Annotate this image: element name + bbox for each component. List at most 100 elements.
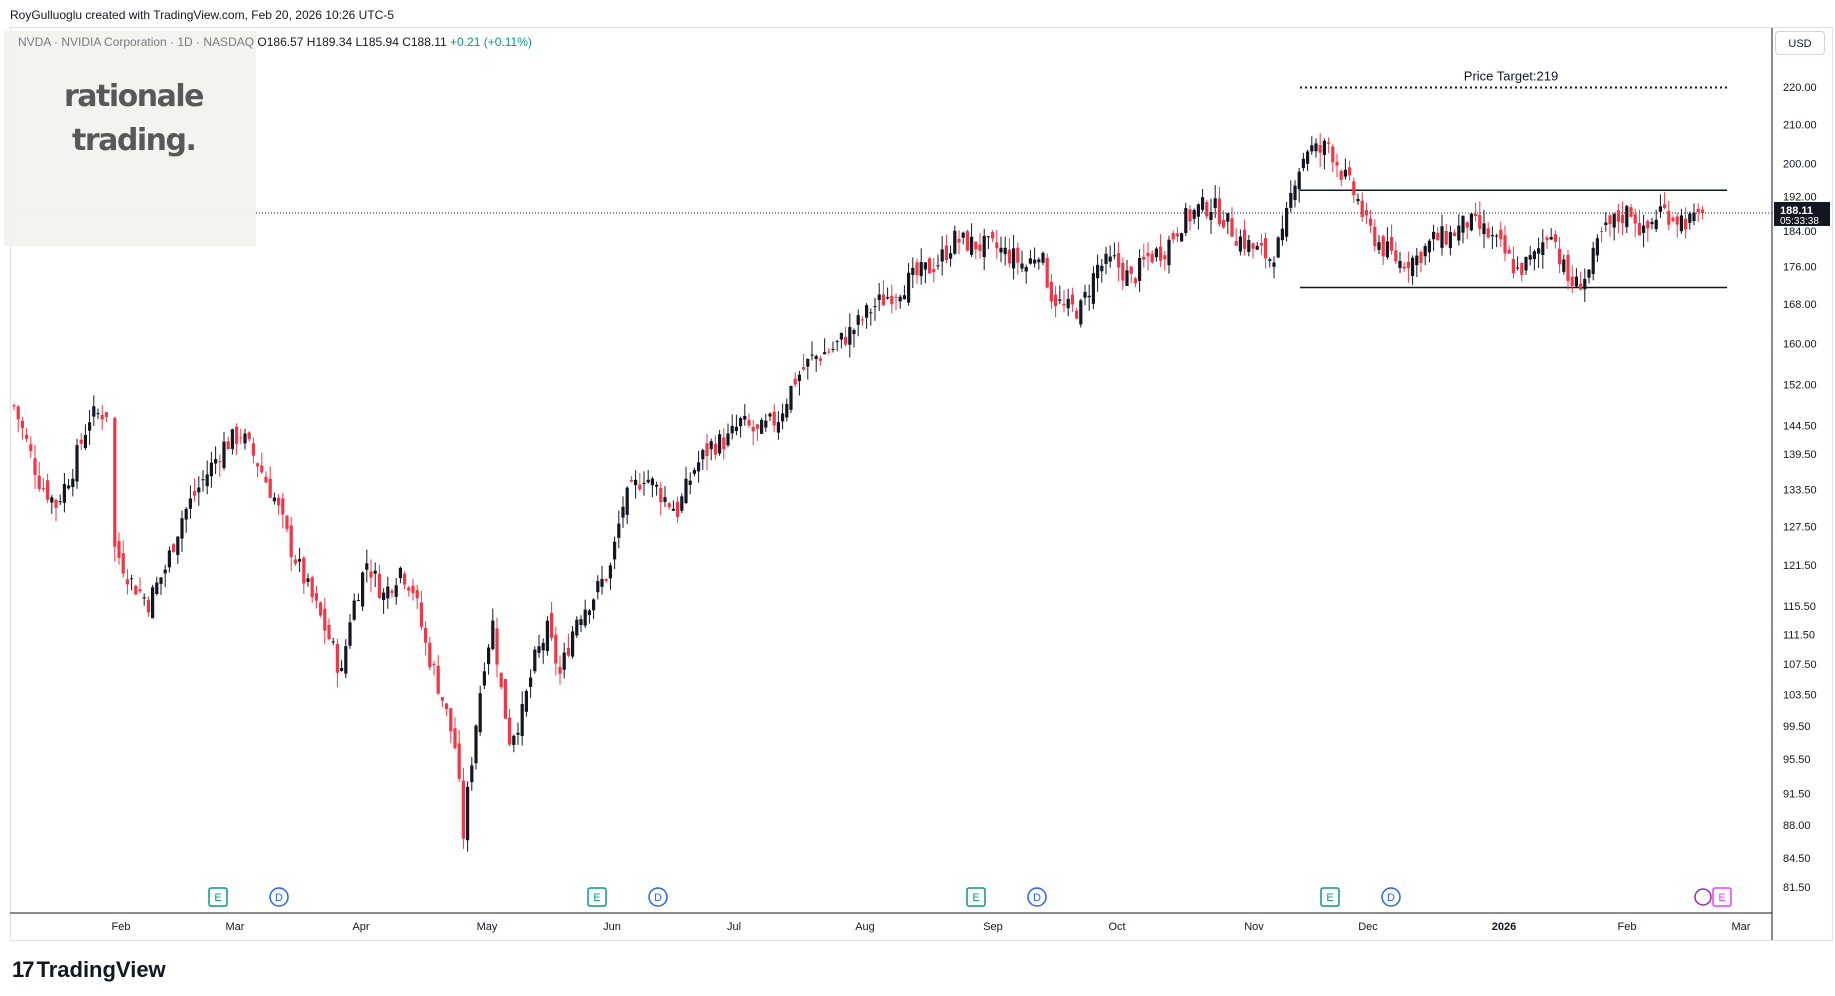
candle — [1600, 226, 1604, 243]
candle-body — [554, 634, 558, 664]
candle-body — [1612, 214, 1616, 228]
candle — [373, 562, 377, 588]
candle — [583, 599, 587, 629]
candle — [516, 722, 520, 745]
dividend-badge — [269, 887, 289, 907]
candle — [831, 341, 835, 353]
candle-body — [281, 498, 285, 515]
candle — [1444, 223, 1448, 247]
candle — [436, 654, 440, 695]
candle — [1604, 212, 1608, 232]
candle-body — [96, 413, 100, 415]
price-tick-label: 127.50 — [1783, 521, 1817, 533]
candle — [1696, 203, 1700, 222]
candle — [1427, 238, 1431, 263]
candle — [1096, 254, 1100, 292]
earnings-badge — [1712, 887, 1732, 907]
candle-body — [298, 559, 302, 562]
candle-body — [411, 585, 415, 593]
candle — [1343, 158, 1347, 180]
earnings-marker[interactable]: E — [587, 887, 607, 907]
candle — [377, 564, 381, 599]
candle — [697, 450, 701, 483]
candle — [1037, 257, 1041, 270]
candle-body — [1432, 231, 1436, 240]
candle-body — [1062, 303, 1066, 306]
candle — [1688, 211, 1692, 230]
candle-body — [1507, 249, 1511, 254]
candle — [419, 591, 423, 631]
candle-body — [705, 443, 709, 457]
candle-body — [806, 359, 810, 367]
dividend-marker[interactable]: D — [1381, 887, 1401, 907]
earnings-marker[interactable]: E — [208, 887, 228, 907]
candle — [512, 734, 516, 753]
candle-body — [802, 367, 806, 370]
candlestick-series — [12, 133, 1704, 852]
candle — [1541, 229, 1545, 269]
dividend-marker[interactable]: D — [1027, 887, 1047, 907]
candle — [928, 256, 932, 274]
candle-body — [1352, 181, 1356, 196]
candle-body — [1234, 241, 1238, 246]
candle-body — [335, 643, 339, 673]
candle-body — [1675, 216, 1679, 225]
candle — [1679, 208, 1683, 234]
symbol-title[interactable]: NVDA · NVIDIA Corporation · 1D · NASDAQ — [18, 35, 255, 49]
time-tick-label: May — [477, 921, 498, 933]
dividend-marker[interactable]: D — [269, 887, 289, 907]
time-tick-label: Sep — [983, 921, 1003, 933]
candle — [319, 601, 323, 618]
candle — [1247, 234, 1251, 257]
candle — [134, 584, 138, 595]
candle — [957, 230, 961, 255]
candle — [344, 639, 348, 679]
candle-body — [151, 587, 155, 619]
candle — [41, 478, 45, 493]
candle-body — [37, 475, 41, 489]
candle — [1007, 238, 1011, 268]
candle — [1146, 242, 1150, 271]
candle — [596, 575, 600, 600]
earnings-marker[interactable]: E — [966, 887, 986, 907]
candle — [306, 573, 310, 587]
price-tick-label: 121.50 — [1783, 560, 1817, 572]
candle-body — [453, 728, 457, 749]
dividend-marker[interactable]: D — [648, 887, 668, 907]
candle — [1511, 246, 1515, 279]
candle-body — [272, 497, 276, 502]
candle-body — [785, 404, 789, 418]
candle — [302, 555, 306, 594]
candle — [1201, 189, 1205, 213]
candle — [79, 433, 83, 451]
candle — [650, 476, 654, 498]
candle — [272, 492, 276, 505]
earnings-marker[interactable]: E — [1320, 887, 1340, 907]
candle — [810, 341, 814, 361]
candle-body — [445, 703, 449, 709]
price-tick-label: 200.00 — [1783, 159, 1817, 171]
symbol-legend[interactable]: NVDA · NVIDIA Corporation · 1D · NASDAQ … — [18, 35, 532, 49]
candle — [818, 355, 822, 366]
candle — [1583, 268, 1587, 303]
candle-body — [382, 592, 386, 601]
candle-body — [625, 487, 629, 515]
candle-body — [919, 262, 923, 277]
candle — [743, 404, 747, 426]
price-tick-label: 81.50 — [1783, 882, 1811, 894]
candle — [1121, 257, 1125, 290]
candle — [1335, 153, 1339, 178]
candle-body — [810, 354, 814, 356]
candle-body — [193, 490, 197, 496]
candle-body — [1625, 206, 1629, 228]
candle-body — [1070, 294, 1074, 305]
earnings-marker[interactable]: E — [1712, 887, 1732, 907]
candle-body — [713, 443, 717, 455]
candle-body — [1402, 266, 1406, 269]
tradingview-logo[interactable]: 17 TradingView — [12, 957, 166, 983]
candle — [37, 461, 41, 492]
earnings-badge — [1320, 887, 1340, 907]
currency-selector[interactable]: USD — [1775, 31, 1825, 55]
candle-body — [1150, 253, 1154, 263]
